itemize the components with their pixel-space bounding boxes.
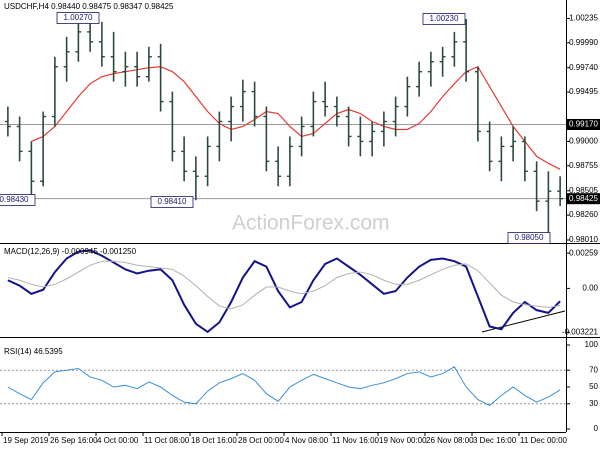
y-tick-label: 0.99495 (569, 87, 598, 96)
y-tick-label: 0.98505 (569, 186, 598, 195)
y-tick-label: 1.00235 (569, 14, 598, 23)
y-tick-label: 0.98260 (569, 210, 598, 219)
chart-title: RSI(14) 46.5395 (4, 347, 63, 356)
y-tick-label: 50 (589, 382, 598, 391)
x-tick-label: 18 Oct 16:00 (191, 436, 237, 445)
annotation-box (0, 194, 36, 206)
y-tick-label: 70 (589, 365, 598, 374)
y-tick-label: 0.00 (582, 284, 598, 293)
x-tick-label: 3 Dec 16:00 (473, 436, 517, 445)
x-tick-label: 4 Oct 00:00 (97, 436, 139, 445)
y-tick-label: 30 (589, 399, 598, 408)
chart-title: MACD(12,26,9) -0.000945 -0.001250 (4, 247, 137, 256)
x-tick-label: 26 Nov 08:00 (426, 436, 474, 445)
annotation-box (507, 232, 551, 244)
annotation-label: 0.98050 (515, 233, 544, 242)
series-line (7, 366, 561, 407)
x-tick-label: 11 Dec 00:00 (520, 436, 568, 445)
series-line (7, 260, 561, 310)
y-tick-label: 0.99000 (569, 137, 598, 146)
x-tick-label: 19 Sep 2019 (3, 436, 49, 445)
annotation-label: 1.00230 (430, 14, 459, 23)
level-label: 0.99170 (569, 120, 598, 129)
x-tick-label: 19 Nov 00:00 (379, 436, 427, 445)
watermark: ActionForex.com (232, 212, 390, 235)
annotation-box (422, 13, 466, 25)
moving-average (31, 65, 561, 170)
x-tick-label: 11 Oct 08:00 (144, 436, 190, 445)
y-tick-label: 0.00259 (569, 248, 598, 257)
y-tick-label: 100 (585, 340, 599, 349)
frames (0, 0, 600, 433)
level-box (567, 193, 600, 205)
series-line (7, 249, 561, 334)
annotation-label: 1.00270 (64, 13, 93, 22)
level-box (567, 118, 600, 130)
annotation-label: 0.98410 (158, 197, 187, 206)
x-tick-label: 11 Nov 16:00 (332, 436, 380, 445)
chart-title: USDCHF,H4 0.98440 0.98475 0.98347 0.9842… (4, 2, 174, 11)
x-tick-label: 26 Sep 16:00 (50, 436, 98, 445)
y-tick-label: 0.98755 (569, 161, 598, 170)
level-label: 0.98425 (569, 194, 598, 203)
annotation-box (150, 196, 194, 208)
x-tick-label: 4 Nov 08:00 (285, 436, 329, 445)
annotation-label: 0.98430 (0, 195, 29, 204)
y-tick-label: -0.003221 (562, 327, 599, 336)
y-tick-label: 0 (594, 424, 599, 433)
annotation-box (56, 12, 100, 24)
y-tick-label: 0.98010 (569, 235, 598, 244)
y-tick-label: 0.99990 (569, 38, 598, 47)
x-tick-label: 28 Oct 00:00 (238, 436, 284, 445)
y-tick-label: 0.99740 (569, 63, 598, 72)
